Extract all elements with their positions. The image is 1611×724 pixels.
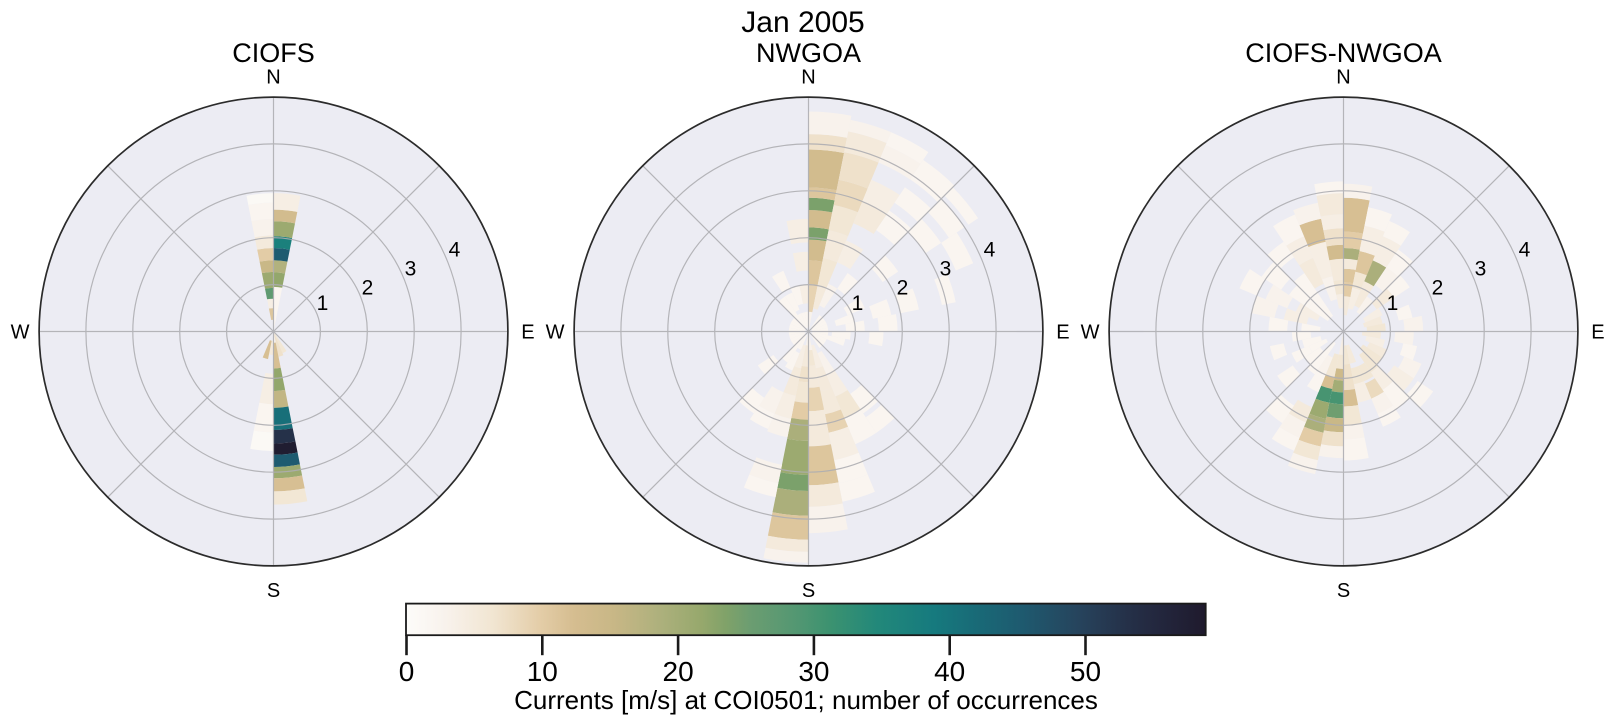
- svg-text:S: S: [267, 580, 280, 602]
- svg-text:S: S: [802, 580, 815, 602]
- svg-text:4: 4: [449, 239, 461, 262]
- svg-text:W: W: [1081, 322, 1100, 344]
- svg-text:E: E: [1056, 322, 1069, 344]
- svg-text:3: 3: [940, 258, 952, 281]
- svg-text:E: E: [521, 322, 534, 344]
- svg-text:Jan 2005: Jan 2005: [741, 6, 864, 39]
- svg-text:CIOFS: CIOFS: [232, 38, 315, 68]
- svg-text:50: 50: [1070, 656, 1101, 687]
- svg-text:3: 3: [405, 258, 417, 281]
- svg-text:E: E: [1591, 322, 1604, 344]
- svg-text:NWGOA: NWGOA: [756, 38, 861, 68]
- svg-text:2: 2: [1432, 277, 1444, 300]
- svg-text:4: 4: [1519, 239, 1531, 262]
- svg-text:1: 1: [852, 292, 864, 315]
- svg-text:N: N: [801, 67, 815, 89]
- svg-text:W: W: [11, 322, 30, 344]
- svg-text:1: 1: [1387, 292, 1399, 315]
- svg-text:20: 20: [663, 656, 694, 687]
- svg-text:N: N: [266, 67, 280, 89]
- svg-text:Currents [m/s] at COI0501; num: Currents [m/s] at COI0501; number of occ…: [514, 685, 1098, 715]
- svg-text:1: 1: [317, 292, 329, 315]
- svg-text:4: 4: [984, 239, 996, 262]
- svg-text:3: 3: [1475, 258, 1487, 281]
- svg-text:W: W: [546, 322, 565, 344]
- svg-text:N: N: [1336, 67, 1350, 89]
- svg-text:2: 2: [897, 277, 909, 300]
- svg-text:10: 10: [527, 656, 558, 687]
- svg-text:30: 30: [798, 656, 829, 687]
- svg-text:CIOFS-NWGOA: CIOFS-NWGOA: [1245, 38, 1442, 68]
- svg-text:0: 0: [399, 656, 415, 687]
- svg-text:2: 2: [362, 277, 374, 300]
- svg-text:S: S: [1337, 580, 1350, 602]
- svg-text:40: 40: [934, 656, 965, 687]
